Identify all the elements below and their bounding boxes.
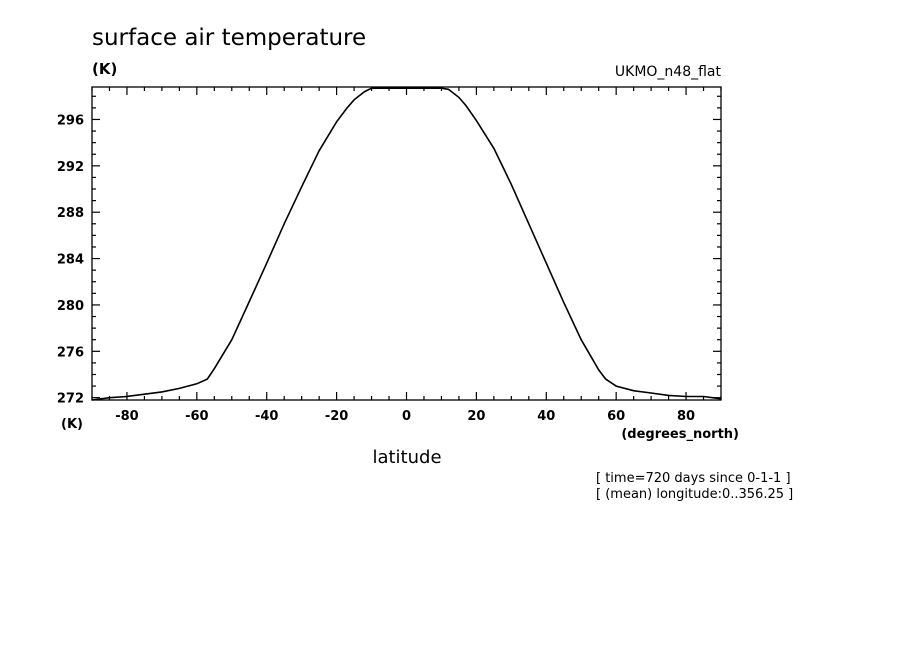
time-note: [ time=720 days since 0-1-1 ] [596, 471, 791, 486]
y-tick-label: 296 [57, 113, 84, 128]
y-unit-bottom-label: (K) [61, 417, 83, 432]
plot-frame [91, 86, 722, 401]
temperature-line [91, 87, 722, 401]
x-tick-labels: -80 -60 -40 -20 0 20 40 60 80 [115, 409, 695, 424]
x-unit-label: (degrees_north) [621, 427, 739, 442]
x-tick-label: -80 [115, 409, 139, 424]
y-unit-label: (K) [92, 60, 117, 78]
x-tick-label: -20 [325, 409, 349, 424]
tick-marks [91, 87, 722, 400]
y-tick-label: 284 [57, 253, 84, 268]
longitude-note: [ (mean) longitude:0..356.25 ] [596, 487, 793, 502]
y-tick-label: 276 [57, 345, 84, 360]
y-tick-label: 272 [57, 392, 84, 407]
x-tick-label: -40 [255, 409, 279, 424]
model-label: UKMO_n48_flat [615, 64, 722, 80]
x-tick-label: 60 [607, 409, 625, 424]
x-tick-label: 40 [537, 409, 555, 424]
x-tick-label: 20 [467, 409, 485, 424]
y-tick-label: 292 [57, 160, 84, 175]
x-tick-label: -60 [185, 409, 209, 424]
x-axis-label: latitude [372, 447, 441, 468]
y-tick-label: 288 [57, 206, 84, 221]
chart-title: surface air temperature [92, 25, 366, 51]
y-tick-labels: 272 276 280 284 288 292 296 [57, 113, 84, 406]
x-tick-label: 80 [677, 409, 695, 424]
x-tick-label: 0 [402, 409, 411, 424]
y-tick-label: 280 [57, 299, 84, 314]
